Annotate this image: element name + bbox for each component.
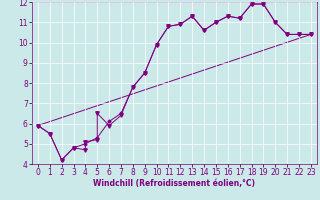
X-axis label: Windchill (Refroidissement éolien,°C): Windchill (Refroidissement éolien,°C)	[93, 179, 255, 188]
